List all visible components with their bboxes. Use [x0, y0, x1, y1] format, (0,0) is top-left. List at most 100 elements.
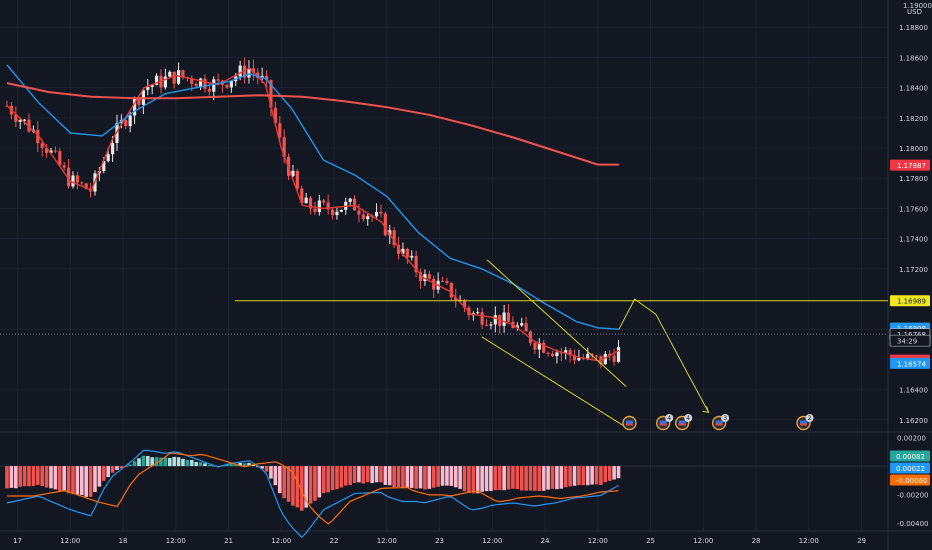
time-tick-label: 12:00 [799, 537, 819, 545]
osc-histogram-bar [493, 466, 498, 491]
candle-body [427, 274, 431, 279]
event-badge-count: 3 [723, 415, 727, 422]
osc-histogram-bar [511, 466, 515, 489]
osc-histogram-bar [313, 466, 317, 501]
osc-histogram-bar [295, 466, 300, 508]
osc-histogram-bar [181, 458, 185, 467]
osc-histogram-bar [238, 462, 242, 467]
candle-body [75, 175, 79, 183]
candle-body [489, 324, 493, 326]
time-tick-label: 12:00 [166, 537, 186, 545]
candle-body [550, 353, 555, 357]
osc-histogram-bar [590, 466, 594, 485]
candle-body [502, 312, 506, 326]
osc-histogram-bar [409, 466, 414, 488]
osc-histogram-bar [172, 456, 176, 467]
price-tick-label: 1.17200 [899, 266, 928, 274]
candle-body [546, 352, 550, 354]
osc-histogram-bar [418, 466, 423, 489]
candle-body [339, 209, 343, 212]
candle-body [379, 211, 383, 214]
time-tick-label: 21 [224, 537, 233, 545]
osc-histogram-bar [13, 466, 18, 489]
candle-body [317, 200, 321, 213]
osc-histogram-bar [66, 466, 71, 494]
price-tag-box [890, 357, 930, 369]
candle-body [115, 123, 119, 143]
osc-histogram-bar [581, 466, 586, 486]
event-flag-icon: 2 [796, 414, 814, 431]
candle-body [352, 198, 357, 211]
event-flag-icon: 3 [711, 414, 730, 431]
osc-histogram-bar [128, 464, 132, 467]
price-tick-label: 1.16200 [899, 417, 928, 425]
osc-histogram-bar [198, 462, 203, 467]
osc-tag-box [890, 450, 930, 462]
osc-histogram-bar [475, 466, 480, 494]
candle-body [124, 120, 128, 127]
candle-body [84, 183, 88, 189]
candle-body [335, 211, 339, 216]
time-axis[interactable]: 17 12:00 18 12:00 21 12:00 22 12:00 23 12:00 24 12:… [13, 537, 866, 545]
candle-body [440, 280, 445, 282]
candle-body [568, 350, 572, 356]
osc-histogram-bar [251, 464, 256, 467]
candle-body [537, 342, 541, 350]
event-badge-count: 4 [667, 415, 671, 422]
osc-histogram-bar [585, 466, 590, 486]
trend-drawings[interactable] [0, 259, 888, 428]
osc-histogram-bar [40, 466, 44, 487]
osc-histogram-bar [185, 459, 190, 467]
price-tick-label: 1.18800 [899, 24, 928, 32]
osc-histogram-bar [282, 466, 286, 499]
price-tick-label: 1.17600 [899, 205, 928, 213]
osc-histogram-bar [449, 466, 454, 486]
osc-histogram-bar [365, 466, 370, 483]
osc-histogram-bar [137, 458, 141, 467]
osc-histogram-bar [537, 466, 542, 492]
osc-histogram-bar [269, 466, 273, 479]
osc-histogram-bar [31, 466, 36, 487]
osc-histogram-bar [106, 466, 110, 478]
osc-histogram-bar [489, 466, 493, 491]
moving-average-lines [6, 64, 620, 362]
candle-body [480, 312, 484, 325]
osc-histogram-bar [203, 463, 207, 467]
osc-histogram-bar [335, 466, 339, 490]
candle-body [80, 182, 84, 184]
osc-histogram-bar [88, 466, 93, 497]
osc-histogram-bar [304, 466, 308, 508]
price-tick-label: 1.18600 [899, 54, 928, 62]
event-markers[interactable]: 4 4 3 2 [622, 414, 814, 431]
candle-body [493, 315, 497, 325]
osc-histogram-bar [401, 466, 405, 489]
candle-body [462, 300, 467, 308]
osc-histogram-bar [176, 457, 181, 467]
candle-body [27, 119, 31, 132]
osc-histogram-bar [339, 466, 344, 488]
price-candles[interactable] [5, 57, 621, 369]
candle-body [586, 353, 590, 359]
osc-histogram-bar [431, 466, 436, 488]
osc-histogram-bar [101, 466, 106, 481]
candle-body [49, 150, 53, 153]
candle-body [304, 197, 308, 204]
osc-histogram-bar [299, 466, 304, 511]
osc-histogram-bar [616, 466, 621, 479]
ma-line-fast [6, 67, 620, 362]
time-tick-label: 24 [541, 537, 550, 545]
osc-histogram-bar [163, 457, 168, 467]
osc-histogram-bar [233, 464, 238, 467]
osc-histogram-bar [357, 466, 361, 483]
osc-tick-label: -0.00200 [897, 491, 928, 499]
event-badge-count: 4 [686, 415, 690, 422]
osc-histogram-bar [462, 466, 467, 492]
candle-body [102, 161, 106, 171]
candle-body [388, 230, 392, 236]
osc-histogram-bar [277, 466, 282, 494]
price-tag-box [889, 334, 931, 347]
candle-body [40, 143, 44, 148]
candle-body [559, 352, 563, 354]
candle-body [506, 312, 511, 322]
